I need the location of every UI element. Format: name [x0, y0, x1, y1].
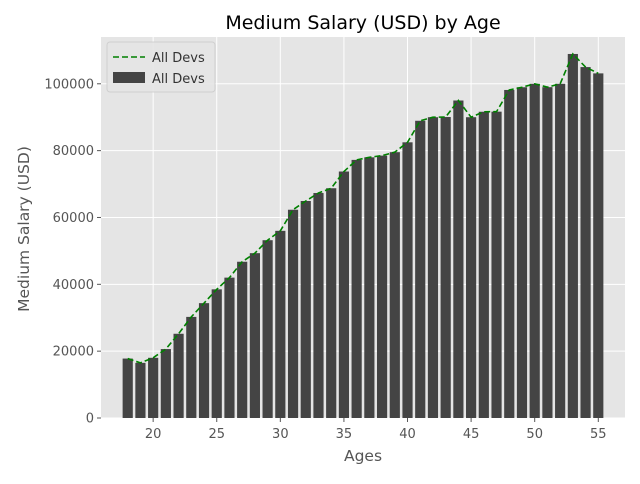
y-tick-label: 20000 [53, 345, 94, 360]
bar [135, 362, 146, 418]
bar [542, 87, 553, 418]
bar [376, 155, 388, 419]
bar [173, 333, 184, 418]
x-tick-label: 45 [463, 427, 480, 442]
bar [122, 358, 133, 418]
x-tick-label: 40 [399, 427, 416, 442]
x-tick-label: 20 [145, 427, 162, 442]
bar [160, 349, 171, 418]
bar [491, 111, 502, 418]
x-tick-label: 35 [336, 427, 353, 442]
x-tick-label: 50 [526, 427, 543, 442]
bar [555, 83, 566, 418]
bar [440, 117, 451, 418]
bar [148, 357, 159, 418]
bar [389, 152, 400, 418]
y-axis-ticks: 0 20000 40000 60000 80000 100000 [44, 77, 101, 427]
bar [516, 87, 528, 418]
bar [402, 142, 413, 419]
bar [364, 157, 375, 418]
y-tick-label: 60000 [53, 211, 94, 226]
x-tick-label: 30 [272, 427, 289, 442]
bar [186, 316, 197, 418]
bar [415, 120, 426, 418]
bar [567, 53, 578, 419]
bar [529, 83, 540, 418]
y-tick-label: 0 [86, 412, 94, 427]
bar [338, 171, 350, 418]
x-tick-label: 25 [208, 427, 225, 442]
bar [275, 230, 286, 418]
bar [580, 67, 591, 418]
x-axis-label: Ages [344, 447, 382, 465]
x-axis-ticks: 20 25 30 35 40 45 50 55 [145, 418, 607, 442]
legend-label-bar: All Devs [152, 72, 205, 87]
bar [478, 111, 489, 418]
bar [287, 209, 299, 418]
bar [262, 240, 273, 418]
salary-line [127, 52, 599, 364]
bar [326, 188, 337, 418]
bar-series [122, 53, 604, 419]
bar [466, 117, 477, 419]
chart-title: Medium Salary (USD) by Age [225, 12, 500, 34]
bar [211, 289, 222, 418]
legend-bar-swatch [113, 72, 145, 83]
bar [300, 201, 311, 418]
bar [504, 89, 515, 419]
bar [249, 253, 260, 418]
legend-label-line: All Devs [152, 51, 205, 66]
bar [313, 193, 324, 418]
y-tick-label: 40000 [53, 278, 94, 293]
y-tick-label: 100000 [44, 77, 94, 92]
y-tick-label: 80000 [53, 144, 94, 159]
bar [427, 117, 439, 419]
bar [593, 73, 604, 418]
bar [198, 303, 210, 418]
bar [351, 159, 362, 419]
bar [237, 261, 248, 418]
bar [224, 277, 235, 418]
x-tick-label: 55 [590, 427, 607, 442]
y-axis-label: Medium Salary (USD) [15, 146, 33, 312]
legend: All Devs All Devs [106, 41, 216, 93]
bar [453, 100, 464, 418]
line-series [127, 52, 599, 364]
